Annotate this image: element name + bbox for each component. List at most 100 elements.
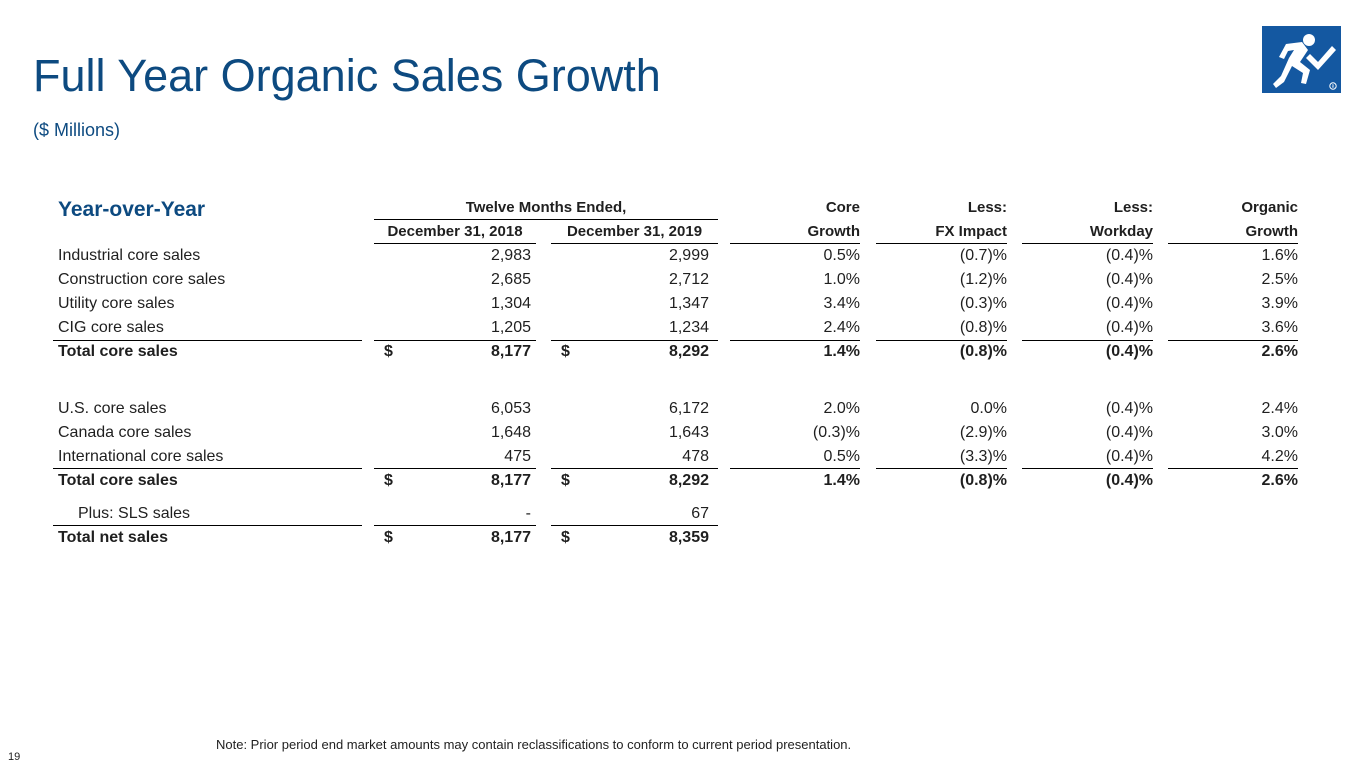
row-label: CIG core sales <box>58 319 164 336</box>
row-value-c2: 6,172 <box>668 400 709 417</box>
row-value-c3: 0.5% <box>823 448 860 465</box>
col2-underline <box>551 243 718 244</box>
row-value-c4: (0.7)% <box>959 247 1007 264</box>
row-value-c5: (0.4)% <box>1105 319 1153 336</box>
row-value-c2: 8,292 <box>668 472 709 489</box>
row-value-c6: 3.9% <box>1261 295 1298 312</box>
row-value-c3: 0.5% <box>823 247 860 264</box>
row-value-c1: 1,304 <box>490 295 531 312</box>
row-value-c1: 8,177 <box>490 529 531 546</box>
row-value-c6: 3.0% <box>1261 424 1298 441</box>
currency-symbol: $ <box>561 529 570 546</box>
col3-underline <box>730 243 860 244</box>
running-person-check-logo-icon: R <box>1262 26 1341 93</box>
col4-underline <box>876 243 1007 244</box>
total-rule-c1 <box>374 468 536 469</box>
row-value-c1: 1,648 <box>490 424 531 441</box>
total-rule-c6 <box>1168 340 1298 341</box>
row-value-c3: (0.3)% <box>812 424 860 441</box>
col6-top-header: Organic <box>1241 199 1298 216</box>
total-rule-c6 <box>1168 468 1298 469</box>
row-value-c2: 8,292 <box>668 343 709 360</box>
col6-underline <box>1168 243 1298 244</box>
row-label: International core sales <box>58 448 224 465</box>
row-value-c6: 2.6% <box>1261 343 1298 360</box>
row-value-c1: 2,983 <box>490 247 531 264</box>
currency-symbol: $ <box>561 343 570 360</box>
row-value-c2: 1,347 <box>668 295 709 312</box>
row-value-c1: 2,685 <box>490 271 531 288</box>
net-rule-c1 <box>374 525 536 526</box>
row-value-c6: 1.6% <box>1261 247 1298 264</box>
row-value-c6: 2.5% <box>1261 271 1298 288</box>
row-value-c6: 2.6% <box>1261 472 1298 489</box>
row-value-c3: 2.0% <box>823 400 860 417</box>
net-rule-c2 <box>551 525 718 526</box>
col5-underline <box>1022 243 1153 244</box>
row-value-c2: 1,234 <box>668 319 709 336</box>
row-value-c6: 3.6% <box>1261 319 1298 336</box>
total-rule-c5 <box>1022 340 1153 341</box>
row-value-c1: 8,177 <box>490 343 531 360</box>
row-value-c4: (0.8)% <box>959 472 1007 489</box>
row-value-c2: 2,712 <box>668 271 709 288</box>
row-value-c4: (0.3)% <box>959 295 1007 312</box>
row-value-c5: (0.4)% <box>1105 448 1153 465</box>
net-rule-label <box>53 525 362 526</box>
currency-symbol: $ <box>384 343 393 360</box>
row-value-c5: (0.4)% <box>1105 424 1153 441</box>
total-rule-c2 <box>551 340 718 341</box>
row-value-c4: (0.8)% <box>959 319 1007 336</box>
page-subtitle: ($ Millions) <box>33 120 121 140</box>
row-value-c4: (3.3)% <box>959 448 1007 465</box>
total-rule-c3 <box>730 340 860 341</box>
row-value-c5: (0.4)% <box>1105 271 1153 288</box>
row-value-c5: (0.4)% <box>1105 472 1153 489</box>
col4-bottom-header: FX Impact <box>935 223 1007 240</box>
currency-symbol: $ <box>384 472 393 489</box>
total-rule-c2 <box>551 468 718 469</box>
row-label: Industrial core sales <box>58 247 201 264</box>
footnote: Note: Prior period end market amounts ma… <box>216 737 852 752</box>
row-label: Total core sales <box>58 343 178 360</box>
group-header: Twelve Months Ended, <box>465 199 627 216</box>
row-value-c3: 1.4% <box>823 343 860 360</box>
row-label: Plus: SLS sales <box>78 505 191 522</box>
row-value-c2: 478 <box>682 448 709 465</box>
col1-underline <box>374 243 536 244</box>
row-value-c5: (0.4)% <box>1105 400 1153 417</box>
page-number: 19 <box>8 751 21 763</box>
total-rule-label <box>53 468 362 469</box>
col4-top-header: Less: <box>967 199 1007 216</box>
group-header-underline <box>374 219 718 220</box>
row-value-c4: (2.9)% <box>959 424 1007 441</box>
row-label: U.S. core sales <box>58 400 167 417</box>
col1-header: December 31, 2018 <box>387 223 523 240</box>
row-value-c4: (0.8)% <box>959 343 1007 360</box>
row-value-c1: 6,053 <box>490 400 531 417</box>
row-value-c1: 1,205 <box>490 319 531 336</box>
row-value-c4: 0.0% <box>970 400 1007 417</box>
page-title: Full Year Organic Sales Growth <box>33 50 661 101</box>
row-label: Total core sales <box>58 472 178 489</box>
row-label: Construction core sales <box>58 271 226 288</box>
total-rule-c1 <box>374 340 536 341</box>
row-value-c1: 475 <box>504 448 531 465</box>
total-rule-c4 <box>876 468 1007 469</box>
total-rule-c4 <box>876 340 1007 341</box>
row-value-c6: 2.4% <box>1261 400 1298 417</box>
svg-text:R: R <box>1332 84 1335 89</box>
row-value-c6: 4.2% <box>1261 448 1298 465</box>
row-value-c2: 1,643 <box>668 424 709 441</box>
row-label: Total net sales <box>58 529 168 546</box>
row-label: Utility core sales <box>58 295 175 312</box>
col5-top-header: Less: <box>1113 199 1153 216</box>
col3-bottom-header: Growth <box>807 223 861 240</box>
total-rule-label <box>53 340 362 341</box>
row-value-c5: (0.4)% <box>1105 343 1153 360</box>
col6-bottom-header: Growth <box>1245 223 1299 240</box>
row-value-c2: 2,999 <box>668 247 709 264</box>
row-value-c5: (0.4)% <box>1105 295 1153 312</box>
row-value-c2: 67 <box>691 505 709 522</box>
row-value-c3: 1.4% <box>823 472 860 489</box>
